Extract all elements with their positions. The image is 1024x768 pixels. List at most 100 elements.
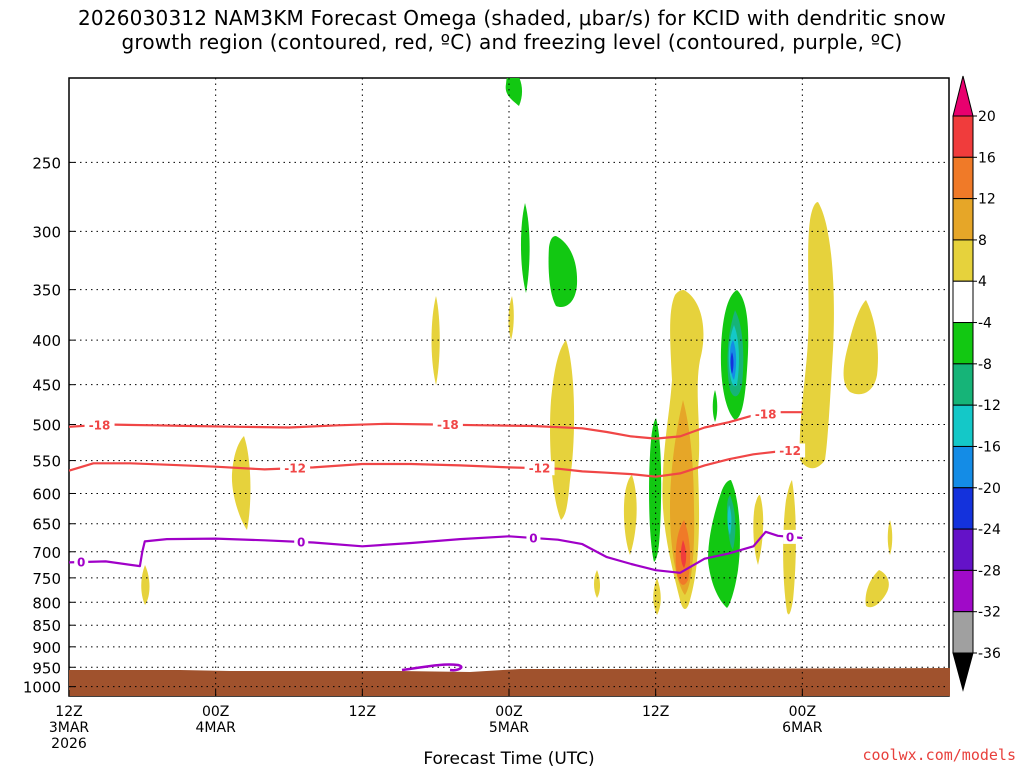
y-tick-label: 550 xyxy=(32,453,61,471)
x-tick-label: 00Z xyxy=(789,704,816,720)
colorbar-label: 20 xyxy=(978,109,996,125)
x-tick-label: 5MAR xyxy=(489,720,530,736)
y-tick-label: 950 xyxy=(32,659,61,677)
contour-label-bg xyxy=(294,534,309,549)
contour-label: -12 xyxy=(529,462,551,476)
contour-label-bg xyxy=(74,555,89,570)
contour-label: 0 xyxy=(297,535,305,549)
x-tick-label: 12Z xyxy=(642,704,669,720)
contour-label: -18 xyxy=(89,418,111,432)
surface-freezing-contour xyxy=(401,663,463,672)
colorbar-label: -24 xyxy=(978,522,1001,538)
y-tick-label: 450 xyxy=(32,377,61,395)
colorbar-swatch xyxy=(952,156,974,200)
colorbar-label: 16 xyxy=(978,150,996,166)
omega-blob xyxy=(730,352,734,374)
colorbar-swatch xyxy=(952,322,974,365)
omega-shading xyxy=(141,78,893,615)
contour-label-bg xyxy=(280,461,311,476)
contour-label-bg xyxy=(526,531,541,546)
chart-title-line1: 2026030312 NAM3KM Forecast Omega (shaded… xyxy=(77,6,947,30)
contour-label-bg xyxy=(524,461,555,476)
y-tick-label: 750 xyxy=(32,570,61,588)
contour-label: -18 xyxy=(755,407,777,421)
colorbar-label: -20 xyxy=(978,481,1001,497)
colorbar-label: -36 xyxy=(978,646,1001,662)
chart-title-line2: growth region (contoured, red, ºC) and f… xyxy=(121,30,903,54)
colorbar-label: 4 xyxy=(978,274,987,290)
omega-blob xyxy=(508,296,514,340)
omega-blob xyxy=(887,520,893,555)
colorbar-swatch xyxy=(952,115,974,158)
colorbar-swatch xyxy=(952,280,974,324)
contour-label: -12 xyxy=(779,444,801,458)
colorbar-swatch xyxy=(952,404,974,447)
contour-label-bg xyxy=(783,529,798,544)
contour-minus-18C-isotherm xyxy=(69,411,803,440)
colorbar-swatch xyxy=(952,611,974,654)
colorbar-swatch xyxy=(952,363,974,406)
omega-blob xyxy=(653,578,661,615)
x-tick-label: 2026 xyxy=(51,736,87,752)
x-tick-label: 4MAR xyxy=(196,720,237,736)
colorbar-label: 8 xyxy=(978,233,987,249)
y-tick-label: 650 xyxy=(32,516,61,534)
x-tick-label: 12Z xyxy=(55,704,82,720)
contour-label: 0 xyxy=(786,530,794,544)
omega-blob xyxy=(550,340,575,520)
x-axis-label: Forecast Time (UTC) xyxy=(423,749,594,768)
colorbar-bottom-arrow xyxy=(952,652,974,692)
y-tick-label: 300 xyxy=(32,223,61,241)
contour-label-bg xyxy=(775,443,806,458)
contour-label: -12 xyxy=(284,462,306,476)
omega-blob xyxy=(865,570,889,608)
chart-title: 2026030312 NAM3KM Forecast Omega (shaded… xyxy=(0,6,1024,54)
omega-blob xyxy=(680,540,687,568)
y-tick-label: 350 xyxy=(32,282,61,300)
contour-labels: -18 -18 -18 -12 -12 -12 0 0 0 0 xyxy=(74,406,806,570)
contour-label: 0 xyxy=(529,532,537,546)
y-tick-label: 900 xyxy=(32,639,61,657)
omega-blob xyxy=(520,203,530,293)
contour-freezing-level xyxy=(69,530,803,574)
contour-label-bg xyxy=(750,406,781,421)
colorbar-swatch xyxy=(952,239,974,282)
omega-blob xyxy=(649,418,662,562)
y-tick-label: 700 xyxy=(32,544,61,562)
x-tick-label: 00Z xyxy=(202,704,229,720)
y-tick-label: 600 xyxy=(32,485,61,503)
colorbar: 20 16 12 8 4 -4 -8 -12 -16 -20 -24 -28 -32 -36 xyxy=(952,75,1001,692)
contour-label: -18 xyxy=(437,418,459,432)
colorbar-swatch xyxy=(952,528,974,571)
omega-blob xyxy=(623,475,637,555)
colorbar-label: -28 xyxy=(978,563,1001,579)
omega-blob xyxy=(594,570,600,598)
colorbar-label: -12 xyxy=(978,398,1001,414)
colorbar-label: -32 xyxy=(978,605,1001,621)
omega-blob xyxy=(727,505,732,535)
credit-text: coolwx.com/models xyxy=(862,746,1016,764)
contour-label: 0 xyxy=(77,556,85,570)
ground-terrain xyxy=(69,668,950,696)
x-tick-label: 00Z xyxy=(495,704,522,720)
colorbar-top-arrow xyxy=(952,75,974,117)
omega-blob xyxy=(141,565,150,605)
omega-blob xyxy=(712,390,718,422)
omega-blob xyxy=(783,480,796,615)
colorbar-label: -4 xyxy=(978,316,992,332)
omega-blob xyxy=(505,78,523,106)
colorbar-swatch xyxy=(952,487,974,530)
colorbar-label: -16 xyxy=(978,439,1001,455)
y-tick-label: 850 xyxy=(32,617,61,635)
y-tick-label: 500 xyxy=(32,417,61,435)
y-axis: 250 300 350 400 450 500 550 600 650 700 750 800 850 9… xyxy=(23,154,75,697)
colorbar-swatch xyxy=(952,569,974,613)
y-tick-label: 250 xyxy=(32,154,61,172)
gridlines xyxy=(69,78,949,696)
x-tick-label: 6MAR xyxy=(782,720,823,736)
colorbar-swatch xyxy=(952,198,974,241)
omega-blob xyxy=(431,296,440,385)
y-tick-label: 400 xyxy=(32,332,61,350)
